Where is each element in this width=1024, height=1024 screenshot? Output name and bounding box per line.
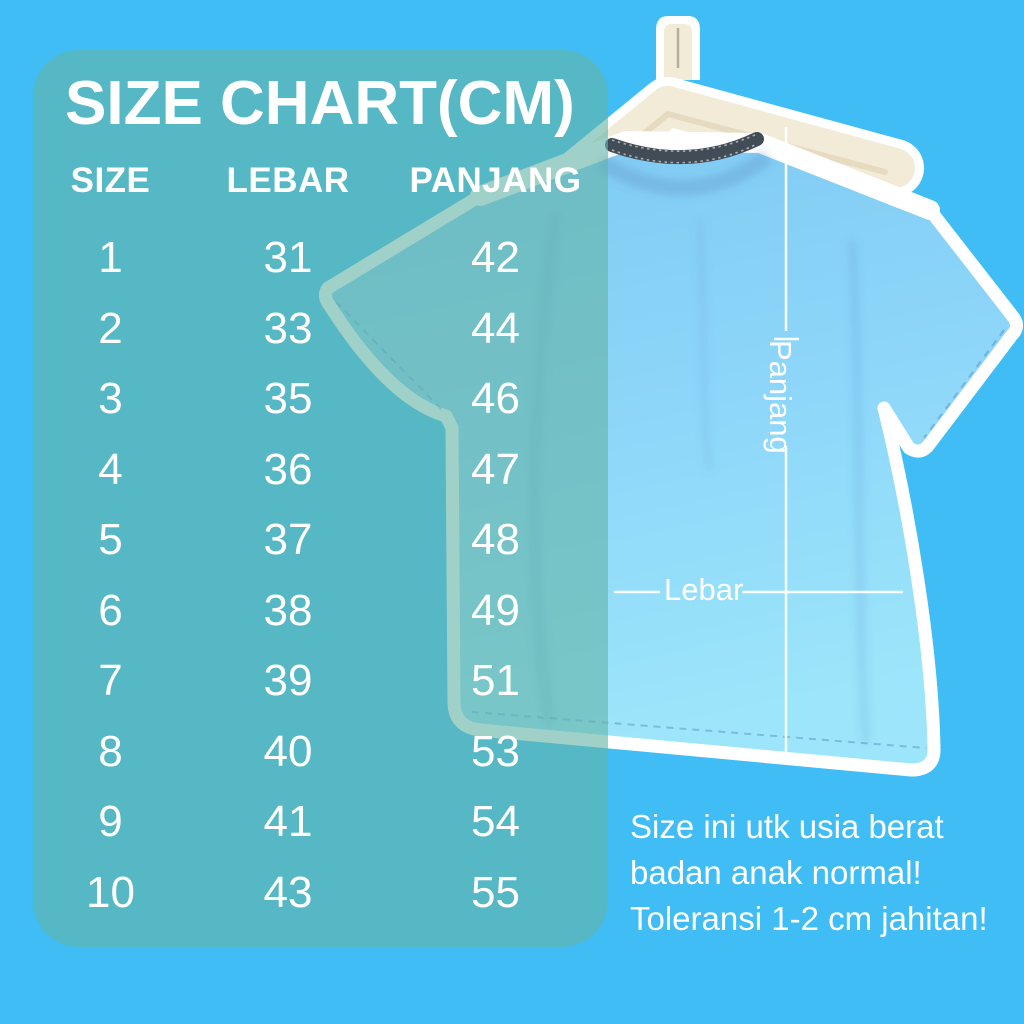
size-cell: 8 bbox=[98, 726, 123, 776]
column-header: PANJANG bbox=[409, 161, 582, 200]
table-row: 4 36 47 bbox=[33, 435, 608, 506]
column-header: LEBAR bbox=[226, 161, 350, 200]
panjang-cell: 47 bbox=[471, 444, 520, 494]
table-row: 8 40 53 bbox=[33, 717, 608, 788]
size-cell: 6 bbox=[98, 585, 123, 635]
lebar-cell: 31 bbox=[263, 233, 313, 283]
collar-graphic bbox=[605, 132, 764, 165]
panjang-cell: 49 bbox=[471, 585, 520, 635]
note-line: badan anak normal! bbox=[630, 854, 922, 891]
table-row: 1 31 42 bbox=[33, 223, 608, 294]
table-row: 5 37 48 bbox=[33, 505, 608, 576]
lebar-cell: 41 bbox=[263, 797, 313, 847]
size-cell: 4 bbox=[98, 444, 123, 494]
panjang-cell: 42 bbox=[471, 233, 520, 283]
size-cell: 3 bbox=[98, 374, 123, 424]
table-row: 9 41 54 bbox=[33, 787, 608, 858]
lebar-cell: 40 bbox=[263, 726, 313, 776]
table-row: 3 35 46 bbox=[33, 364, 608, 435]
measure-lines bbox=[614, 127, 903, 754]
table-row: 7 39 51 bbox=[33, 646, 608, 717]
panjang-cell: 55 bbox=[471, 867, 520, 917]
table-row: 2 33 44 bbox=[33, 294, 608, 365]
lebar-cell: 35 bbox=[263, 374, 313, 424]
lebar-cell: 38 bbox=[263, 585, 313, 635]
page-title: SIZE CHART(CM) bbox=[65, 69, 575, 138]
size-cell: 10 bbox=[86, 867, 135, 917]
size-cell: 7 bbox=[98, 656, 123, 706]
table-header-row: SIZE LEBAR PANJANG bbox=[33, 158, 608, 204]
lebar-cell: 33 bbox=[263, 303, 313, 353]
panjang-cell: 48 bbox=[471, 515, 520, 565]
note-line: Size ini utk usia berat bbox=[630, 808, 944, 845]
panjang-cell: 54 bbox=[471, 797, 520, 847]
lebar-cell: 37 bbox=[263, 515, 313, 565]
size-table-body: 1 31 42 2 33 44 3 35 46 4 bbox=[33, 223, 608, 928]
lebar-cell: 43 bbox=[263, 867, 313, 917]
size-cell: 9 bbox=[98, 797, 123, 847]
note-line: Toleransi 1-2 cm jahitan! bbox=[630, 900, 988, 937]
panjang-cell: 53 bbox=[471, 726, 520, 776]
size-cell: 2 bbox=[98, 303, 123, 353]
column-header: SIZE bbox=[70, 161, 151, 200]
table-row: 10 43 55 bbox=[33, 858, 608, 929]
lebar-measure-label: Lebar bbox=[664, 572, 744, 607]
size-cell: 1 bbox=[98, 233, 123, 283]
lebar-cell: 39 bbox=[263, 656, 313, 706]
size-cell: 5 bbox=[98, 515, 123, 565]
stitch-lines bbox=[335, 301, 1005, 749]
note-text: Size ini utk usia berat badan anak norma… bbox=[630, 804, 988, 942]
size-chart-panel: SIZE CHART(CM) SIZE LEBAR PANJANG 1 31 4… bbox=[33, 50, 608, 947]
panjang-cell: 44 bbox=[471, 303, 520, 353]
panjang-measure-label: Panjang bbox=[763, 340, 798, 454]
panjang-cell: 51 bbox=[471, 656, 520, 706]
panjang-cell: 46 bbox=[471, 374, 520, 424]
table-row: 6 38 49 bbox=[33, 576, 608, 647]
lebar-cell: 36 bbox=[263, 444, 313, 494]
